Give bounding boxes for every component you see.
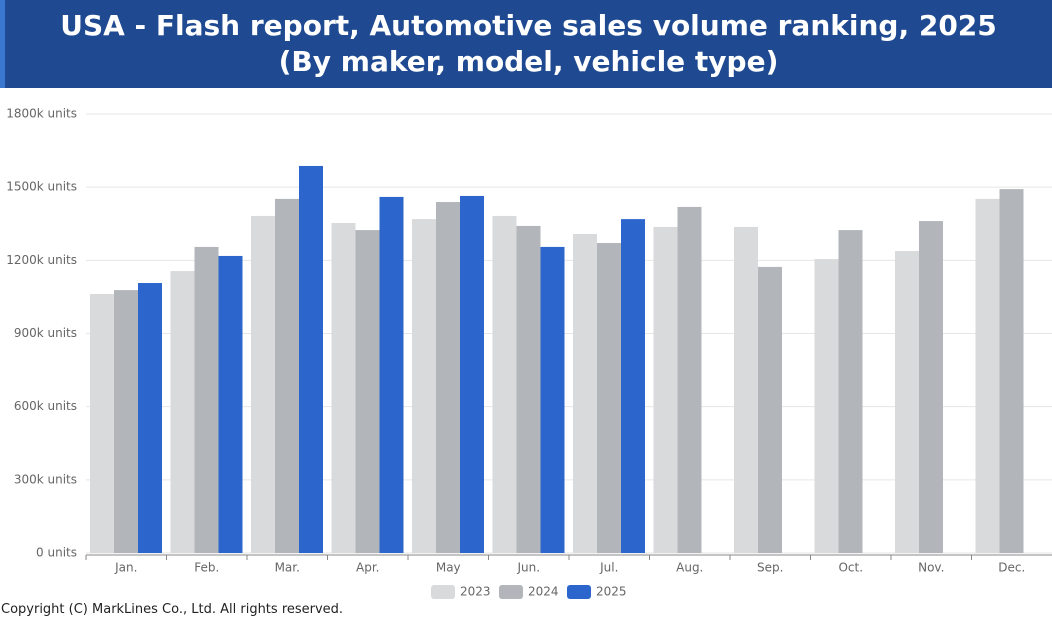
bar xyxy=(170,271,195,553)
x-tick-label: Jun. xyxy=(516,561,540,575)
bar xyxy=(90,293,114,553)
bar xyxy=(838,230,863,553)
bar xyxy=(412,219,436,554)
y-tick-label: 1800k units xyxy=(6,107,77,121)
bar xyxy=(299,165,323,553)
y-tick-label: 300k units xyxy=(14,472,77,486)
legend-swatch xyxy=(431,585,455,599)
bar xyxy=(573,233,597,553)
bar xyxy=(597,243,621,554)
x-tick-label: May xyxy=(436,561,461,575)
bar xyxy=(677,206,702,553)
legend-label: 2023 xyxy=(460,585,491,599)
bar xyxy=(138,283,162,553)
bar xyxy=(653,226,678,553)
x-tick-label: Mar. xyxy=(275,561,300,575)
legend-label: 2025 xyxy=(596,585,627,599)
legend-swatch xyxy=(499,585,523,599)
bar xyxy=(251,215,275,553)
x-tick-label: Dec. xyxy=(998,561,1025,575)
bar xyxy=(621,219,645,554)
y-tick-label: 0 units xyxy=(36,546,77,560)
bar xyxy=(492,215,517,553)
x-tick-label: Sep. xyxy=(757,561,783,575)
x-tick-label: Apr. xyxy=(356,561,379,575)
bar xyxy=(734,226,758,553)
x-tick-label: Jan. xyxy=(114,561,137,575)
x-tick-label: Oct. xyxy=(838,561,863,575)
x-tick-label: Aug. xyxy=(676,561,703,575)
bar xyxy=(331,223,356,554)
bar xyxy=(919,221,943,554)
bar xyxy=(999,189,1024,553)
x-tick-label: Feb. xyxy=(194,561,219,575)
bar xyxy=(114,290,138,553)
y-tick-label: 1200k units xyxy=(6,253,77,267)
x-tick-label: Nov. xyxy=(918,561,944,575)
bar xyxy=(895,251,919,553)
legend-swatch xyxy=(567,585,591,599)
bar xyxy=(379,196,404,553)
bar xyxy=(275,198,299,553)
bar xyxy=(814,259,839,553)
bar xyxy=(540,246,565,554)
bar xyxy=(436,202,460,553)
copyright: Copyright (C) MarkLines Co., Ltd. All ri… xyxy=(1,602,344,617)
x-tick-label: Jul. xyxy=(599,561,618,575)
y-tick-label: 1500k units xyxy=(6,180,77,194)
bar xyxy=(460,195,484,554)
bar xyxy=(355,230,380,553)
bar xyxy=(516,225,541,553)
legend-label: 2024 xyxy=(528,585,559,599)
bar xyxy=(975,198,1000,553)
bar xyxy=(758,266,782,553)
bar xyxy=(218,255,243,553)
y-tick-label: 600k units xyxy=(14,399,77,413)
bar xyxy=(194,246,219,554)
chart-title: USA - Flash report, Automotive sales vol… xyxy=(0,0,1052,88)
y-tick-label: 900k units xyxy=(14,326,77,340)
